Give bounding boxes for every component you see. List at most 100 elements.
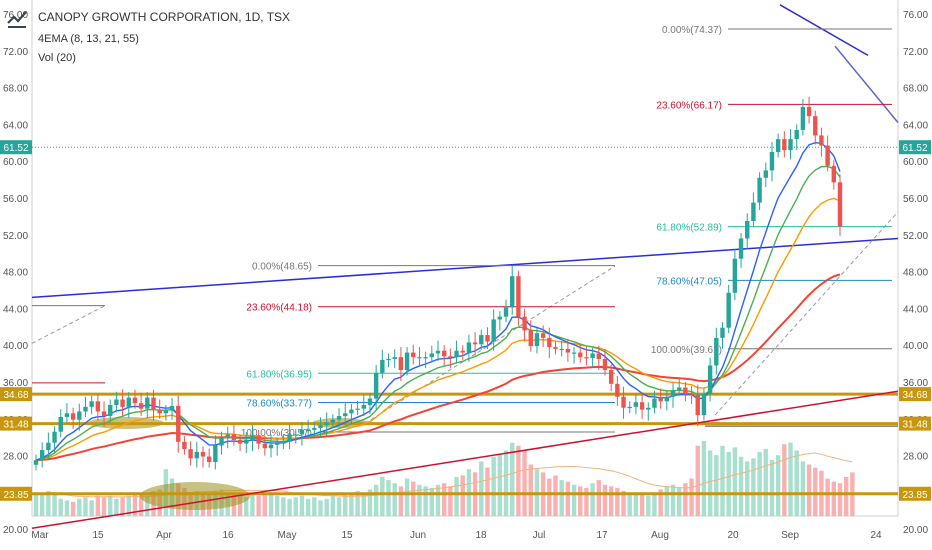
candle-body bbox=[602, 359, 608, 371]
ema21-line bbox=[35, 197, 841, 461]
x-tick-label: Jun bbox=[410, 530, 426, 541]
volume-bar bbox=[89, 500, 94, 516]
volume-bar bbox=[33, 494, 39, 516]
candle-body bbox=[658, 398, 663, 402]
volume-bar bbox=[714, 455, 719, 516]
volume-bar bbox=[349, 492, 354, 516]
candle-body bbox=[281, 441, 286, 444]
volume-bar bbox=[411, 481, 416, 516]
fib-level-label: 100.00%(39.61) bbox=[651, 345, 722, 356]
volume-bar bbox=[602, 484, 608, 516]
volume-bar bbox=[596, 480, 601, 516]
volume-bar bbox=[510, 442, 515, 516]
candle-body bbox=[732, 258, 738, 293]
candle-body bbox=[361, 405, 366, 409]
candle-body bbox=[194, 451, 199, 459]
candle-body bbox=[95, 401, 101, 412]
volume-bar bbox=[460, 475, 465, 516]
volume-bar bbox=[571, 484, 577, 516]
candle-body bbox=[621, 396, 626, 408]
volume-bar bbox=[58, 498, 63, 516]
candle-body bbox=[479, 335, 484, 345]
candle-body bbox=[114, 399, 119, 405]
candle-body bbox=[720, 327, 725, 338]
candle-body bbox=[763, 170, 768, 178]
candle-body bbox=[262, 443, 268, 449]
volume-bar bbox=[70, 501, 76, 516]
candle-body bbox=[52, 431, 57, 443]
x-tick-label: Mar bbox=[31, 530, 49, 541]
volume-bar bbox=[608, 486, 614, 516]
volume-bar bbox=[380, 477, 385, 516]
volume-bar bbox=[559, 480, 564, 516]
candle-body bbox=[714, 337, 719, 366]
candle-body bbox=[355, 408, 360, 410]
y-tick-label-right: 72.00 bbox=[903, 47, 928, 58]
candle-body bbox=[120, 399, 125, 407]
volume-bar bbox=[404, 478, 410, 516]
candle-body bbox=[485, 335, 490, 342]
volume-bar bbox=[485, 467, 490, 516]
price-tag bbox=[0, 387, 32, 402]
price-tag bbox=[899, 416, 931, 431]
x-tick-label: 18 bbox=[475, 530, 487, 541]
candle-body bbox=[516, 276, 521, 317]
volume-bar bbox=[312, 497, 317, 516]
volume-bar bbox=[528, 464, 533, 516]
candle-body bbox=[522, 316, 527, 331]
volume-bar bbox=[503, 450, 509, 516]
y-tick-label-left: 72.00 bbox=[3, 47, 28, 58]
fib-level-label: 0.00%(74.37) bbox=[662, 25, 722, 36]
candle-body bbox=[831, 165, 837, 183]
volume-bar bbox=[386, 480, 391, 516]
candle-body bbox=[343, 413, 348, 417]
volume-bar bbox=[757, 452, 762, 516]
volume-bar bbox=[52, 492, 57, 516]
y-tick-label-right: 44.00 bbox=[903, 304, 928, 315]
candle-body bbox=[627, 406, 632, 409]
volume-bar bbox=[145, 495, 150, 516]
volume-bar bbox=[250, 494, 255, 516]
volume-bar bbox=[788, 442, 793, 516]
y-tick-label-right: 40.00 bbox=[903, 341, 928, 352]
dashed-projection bbox=[364, 265, 616, 424]
volume-bar bbox=[627, 492, 632, 516]
candle-body bbox=[559, 348, 564, 351]
price-tag-label: 23.85 bbox=[902, 490, 927, 501]
candle-body bbox=[757, 177, 762, 203]
y-tick-label-right: 56.00 bbox=[903, 194, 928, 205]
y-tick-label-right: 68.00 bbox=[903, 84, 928, 95]
volume-bar bbox=[275, 495, 280, 516]
y-tick-label-left: 56.00 bbox=[3, 194, 28, 205]
y-tick-label-right: 64.00 bbox=[903, 120, 928, 131]
y-tick-label-right: 48.00 bbox=[903, 268, 928, 279]
candle-body bbox=[578, 352, 583, 358]
y-tick-label-right: 52.00 bbox=[903, 231, 928, 242]
price-tag bbox=[0, 140, 32, 155]
x-tick-label: 16 bbox=[222, 530, 234, 541]
volume-bar bbox=[398, 486, 404, 516]
price-tag-label: 23.85 bbox=[3, 490, 28, 501]
candle-body bbox=[738, 238, 744, 259]
candle-body bbox=[590, 353, 595, 359]
candle-body bbox=[367, 398, 373, 405]
candle-body bbox=[151, 397, 156, 410]
x-tick-label: 17 bbox=[596, 530, 608, 541]
ema-indicator-label[interactable]: 4EMA (8, 13, 21, 55) bbox=[38, 33, 139, 45]
price-tag bbox=[899, 140, 931, 155]
volume-bar bbox=[646, 495, 651, 516]
candle-body bbox=[398, 357, 404, 371]
volume-bar bbox=[361, 494, 366, 516]
volume-indicator-label[interactable]: Vol (20) bbox=[38, 52, 76, 64]
candle-body bbox=[268, 444, 274, 449]
volume-bar bbox=[287, 498, 292, 516]
fib-level-label: 100.00%(30.57) bbox=[241, 428, 312, 439]
candle-body bbox=[182, 441, 187, 450]
y-tick-label-left: 28.00 bbox=[3, 452, 28, 463]
volume-bar bbox=[794, 450, 799, 516]
candle-body bbox=[287, 434, 292, 442]
candle-body bbox=[429, 353, 435, 358]
candle-body bbox=[441, 350, 447, 357]
price-tag bbox=[0, 416, 32, 431]
